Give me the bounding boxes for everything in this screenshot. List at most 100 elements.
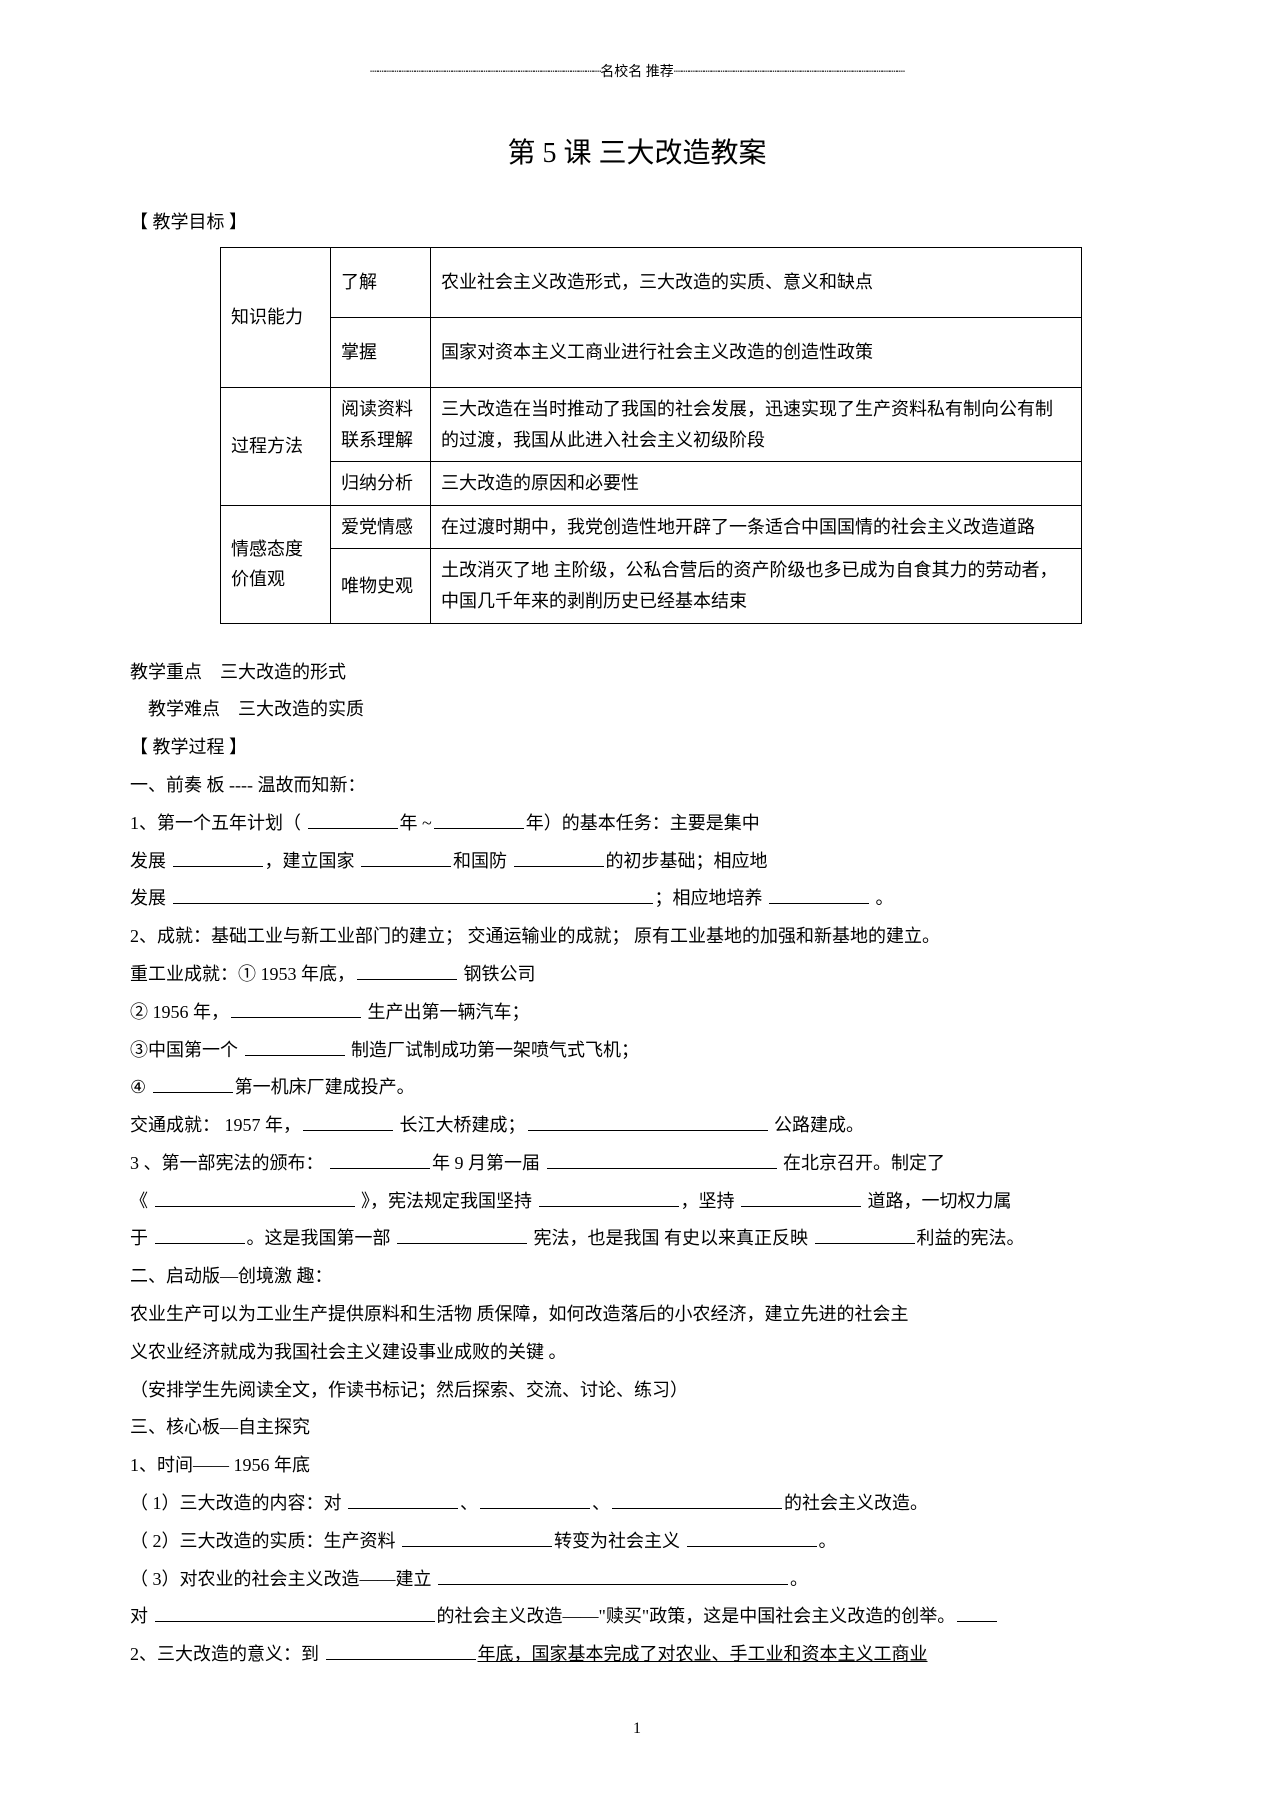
ornament-right: ┈┈┈┈┈┈┈┈┈┈┈┈┈┈┈┈┈┈┈┈┈┈┈┈┈┈┈┈┈┈┈ [674,65,904,80]
blank [361,849,451,867]
text: 。 [790,1569,808,1589]
sec3-title: 三、核心板—自主探究 [130,1409,1144,1447]
blank [815,1226,915,1244]
blank [769,886,869,904]
blank [547,1151,777,1169]
blank [303,1113,393,1131]
cell-desc: 三大改造在当时推动了我国的社会发展，迅速实现了生产资料私有制向公有制的过渡，我国… [431,387,1082,461]
sec1-title: 一、前奏 板 ---- 温故而知新： [130,767,1144,805]
text: 3 、第一部宪法的颁布： [130,1153,328,1173]
blank [687,1529,817,1547]
blank [357,962,457,980]
text: 年）的基本任务：主要是集中 [526,813,760,833]
text: 年底，国家基本完成了对农业、手工业和资本主义工商业 [478,1644,928,1664]
text: 在北京召开。制定了 [779,1153,946,1173]
text: 年 ~ [400,813,432,833]
table-row: 过程方法 阅读资料联系理解 三大改造在当时推动了我国的社会发展，迅速实现了生产资… [221,387,1082,461]
cell-sub: 阅读资料联系理解 [331,387,431,461]
cell-sub: 唯物史观 [331,549,431,623]
text: 的社会主义改造——"赎买"政策，这是中国社会主义改造的创举。 [437,1606,956,1626]
text: ，坚持 [681,1191,740,1211]
text: ③中国第一个 [130,1040,243,1060]
cell-desc: 在过渡时期中，我党创造性地开辟了一条适合中国国情的社会主义改造道路 [431,505,1082,549]
blank [348,1491,458,1509]
cell-desc: 国家对资本主义工商业进行社会主义改造的创造性政策 [431,317,1082,387]
table-row: 情感态度价值观 爱党情感 在过渡时期中，我党创造性地开辟了一条适合中国国情的社会… [221,505,1082,549]
text: 对 [130,1606,153,1626]
blank [231,1000,361,1018]
text: 发展 [130,888,171,908]
text: 和国防 [453,851,512,871]
blank [153,1075,233,1093]
cell-sub: 归纳分析 [331,462,431,506]
text: （ 2）三大改造的实质：生产资料 [130,1531,400,1551]
sec1-line11: 《 》，宪法规定我国坚持 ，坚持 道路，一切权力属 [130,1183,1144,1221]
sec3-line6: 2、三大改造的意义：到 年底，国家基本完成了对农业、手工业和资本主义工商业 [130,1636,1144,1674]
blank [514,849,604,867]
sec1-line6: ② 1956 年， 生产出第一辆汽车； [130,994,1144,1032]
blank [155,1604,435,1622]
blank [438,1567,788,1585]
text: ，建立国家 [265,851,360,871]
blank [402,1529,552,1547]
cell-desc: 农业社会主义改造形式，三大改造的实质、意义和缺点 [431,247,1082,317]
blank [612,1491,782,1509]
blank [957,1604,997,1622]
text: 的初步基础；相应地 [606,851,768,871]
text: 交通成就： 1957 年， [130,1115,301,1135]
sec1-line1: 1、第一个五年计划（ 年 ~年）的基本任务：主要是集中 [130,805,1144,843]
text: 生产出第一辆汽车； [363,1002,530,1022]
text: 《 [130,1191,153,1211]
sec1-line9: 交通成就： 1957 年， 长江大桥建成； 公路建成。 [130,1107,1144,1145]
blank [173,886,653,904]
text: （ 1）三大改造的内容：对 [130,1493,346,1513]
sec1-line2: 发展 ，建立国家 和国防 的初步基础；相应地 [130,843,1144,881]
cell-category: 情感态度价值观 [221,505,331,623]
sec2-line2: 义农业经济就成为我国社会主义建设事业成败的关键 。 [130,1334,1144,1372]
sec1-line5: 重工业成就：① 1953 年底， 钢铁公司 [130,956,1144,994]
sec1-line7: ③中国第一个 制造厂试制成功第一架喷气式飞机； [130,1032,1144,1070]
blank [397,1226,527,1244]
sec1-line3: 发展 ；相应地培养 。 [130,880,1144,918]
text: 、 [460,1493,478,1513]
ornament-text: 名校名 推荐 [600,65,674,80]
sec2-line1: 农业生产可以为工业生产提供原料和生活物 质保障，如何改造落后的小农经济，建立先进… [130,1296,1144,1334]
blank [528,1113,768,1131]
sec2-title: 二、启动版—创境激 趣： [130,1258,1144,1296]
text: 、 [592,1493,610,1513]
text: 年 9 月第一届 [432,1153,545,1173]
blank [434,811,524,829]
emphasis-label: 教学重点 [130,662,202,682]
text: 长江大桥建成； [395,1115,526,1135]
blank [173,849,263,867]
text: 2、三大改造的意义：到 [130,1644,324,1664]
text: （ 3）对农业的社会主义改造——建立 [130,1569,436,1589]
text: 》，宪法规定我国坚持 [357,1191,537,1211]
text: 。这是我国第一部 [247,1228,396,1248]
difficulty-text: 三大改造的实质 [238,699,364,719]
objectives-label: 【 教学目标 】 [130,205,1144,239]
text: 重工业成就：① 1953 年底， [130,964,355,984]
table-row: 唯物史观 土改消灭了地 主阶级，公私合营后的资产阶级也多已成为自食其力的劳动者，… [221,549,1082,623]
difficulty-line: 教学难点 三大改造的实质 [130,691,1144,729]
page-title: 第 5 课 三大改造教案 [130,127,1144,180]
cell-sub: 爱党情感 [331,505,431,549]
blank [326,1642,476,1660]
emphasis-text: 三大改造的形式 [220,662,346,682]
difficulty-label: 教学难点 [148,699,220,719]
sec1-line10: 3 、第一部宪法的颁布： 年 9 月第一届 在北京召开。制定了 [130,1145,1144,1183]
process-label: 【 教学过程 】 [130,729,1144,767]
page-number: 1 [130,1714,1144,1744]
blank [155,1189,355,1207]
blank [741,1189,861,1207]
emphasis-line: 教学重点 三大改造的形式 [130,654,1144,692]
text: 宪法，也是我国 有史以来真正反映 [529,1228,813,1248]
text: 第一机床厂建成投产。 [235,1077,415,1097]
blank [308,811,398,829]
text: 转变为社会主义 [554,1531,685,1551]
sec1-line12: 于 。这是我国第一部 宪法，也是我国 有史以来真正反映 利益的宪法。 [130,1220,1144,1258]
sec3-line2: （ 1）三大改造的内容：对 、、的社会主义改造。 [130,1485,1144,1523]
sec3-line3: （ 2）三大改造的实质：生产资料 转变为社会主义 。 [130,1523,1144,1561]
text: 钢铁公司 [459,964,536,984]
text: 制造厂试制成功第一架喷气式飞机； [347,1040,640,1060]
